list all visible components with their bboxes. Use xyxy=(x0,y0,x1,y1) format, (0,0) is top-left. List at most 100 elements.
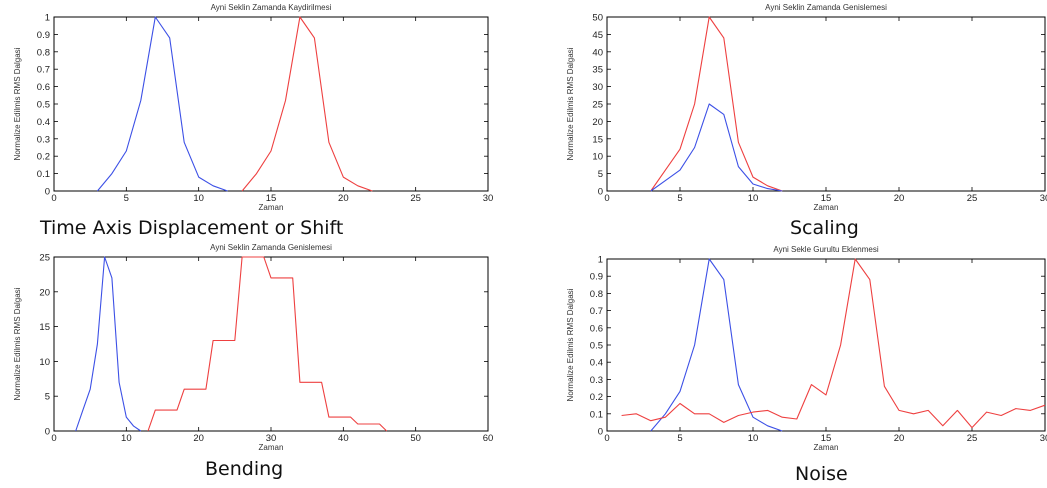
x-tick-label: 10 xyxy=(748,433,759,444)
y-tick-label: 0.7 xyxy=(590,306,603,317)
x-tick-label: 20 xyxy=(193,433,204,444)
chart-bending-svg: 0 10 20 30 40 50 60 0 5 10 15 20 25 Ayni Seklin Zaman… xyxy=(13,243,494,452)
chart-title: Ayni Seklin Zamanda Genislemesi xyxy=(765,3,887,12)
x-axis-label: Zaman xyxy=(814,443,839,452)
y-tick-label: 20 xyxy=(592,117,603,128)
y-axis-label: Normalize Edilmis RMS Dalgasi xyxy=(566,288,575,401)
chart-title: Ayni Seklin Zamanda Kaydirilmesi xyxy=(211,3,332,12)
x-tick-label: 5 xyxy=(677,193,682,204)
y-tick-label: 40 xyxy=(592,47,603,58)
x-tick-label: 20 xyxy=(894,433,905,444)
series-line-0 xyxy=(650,16,783,192)
chart-shift: 0 5 10 15 20 25 30 0 0.1 0.2 0.3 0.4 0.5 0.6 0.7 0.8 0.9… xyxy=(0,0,520,215)
y-tick-label: 10 xyxy=(592,152,603,163)
y-tick-label: 0.8 xyxy=(37,47,50,58)
y-axis-label: Normalize Edilmis RMS Dalgasi xyxy=(13,287,22,400)
series-line-1 xyxy=(241,16,373,192)
y-tick-label: 0.2 xyxy=(37,152,50,163)
y-tick-label: 5 xyxy=(45,392,50,403)
y-tick-label: 15 xyxy=(592,134,603,145)
chart-scaling-svg: 0 5 10 15 20 25 30 0 5 10 15 20 25 30 35 40 45 50 Ayni Sek… xyxy=(566,3,1047,212)
x-tick-label: 15 xyxy=(821,433,832,444)
series-line-0 xyxy=(650,258,783,432)
chart-noise-svg: 0 5 10 15 20 25 30 0 0.1 0.2 0.3 0.4 0.5 0.6 0.7 0.8 0.9… xyxy=(566,245,1047,452)
y-axis-label: Normalize Edilmis RMS Dalgasi xyxy=(13,47,22,160)
y-tick-label: 0.6 xyxy=(37,82,50,93)
chart-title: Ayni Seklin Zamanda Genislemesi xyxy=(210,243,332,252)
x-tick-label: 30 xyxy=(1040,193,1047,204)
chart-noise: 0 5 10 15 20 25 30 0 0.1 0.2 0.3 0.4 0.5 0.6 0.7 0.8 0.9… xyxy=(527,240,1047,455)
y-tick-label: 0 xyxy=(45,427,50,438)
y-tick-label: 30 xyxy=(592,82,603,93)
x-tick-label: 20 xyxy=(894,193,905,204)
plot-frame xyxy=(53,16,489,192)
caption-scaling: Scaling xyxy=(790,217,859,239)
x-tick-label: 10 xyxy=(193,193,204,204)
x-tick-label: 25 xyxy=(967,193,978,204)
x-axis-label: Zaman xyxy=(259,203,284,212)
y-tick-label: 15 xyxy=(39,322,50,333)
x-tick-label: 50 xyxy=(410,433,421,444)
y-tick-label: 25 xyxy=(39,253,50,264)
x-tick-label: 25 xyxy=(967,433,978,444)
y-tick-label: 0.3 xyxy=(590,375,603,386)
y-tick-label: 0.2 xyxy=(590,392,603,403)
y-tick-label: 0 xyxy=(598,427,603,438)
y-tick-label: 10 xyxy=(39,357,50,368)
y-tick-label: 25 xyxy=(592,100,603,111)
x-tick-label: 0 xyxy=(604,193,609,204)
y-axis-label: Normalize Edilmis RMS Dalgasi xyxy=(566,47,575,160)
y-tick-label: 0.9 xyxy=(37,30,50,41)
y-tick-label: 0 xyxy=(598,187,603,198)
x-tick-label: 10 xyxy=(121,433,132,444)
y-tick-label: 0.3 xyxy=(37,134,50,145)
y-tick-label: 0.7 xyxy=(37,65,50,76)
x-tick-label: 0 xyxy=(604,433,609,444)
caption-shift: Time Axis Displacement or Shift xyxy=(40,217,344,239)
series-line-1 xyxy=(650,103,783,192)
y-tick-label: 45 xyxy=(592,30,603,41)
y-tick-label: 50 xyxy=(592,13,603,24)
x-tick-label: 15 xyxy=(266,193,277,204)
series-line-0 xyxy=(75,256,142,432)
x-tick-label: 15 xyxy=(821,193,832,204)
y-tick-label: 0.9 xyxy=(590,272,603,283)
x-axis-label: Zaman xyxy=(814,203,839,212)
x-tick-label: 5 xyxy=(124,193,129,204)
chart-scaling: 0 5 10 15 20 25 30 0 5 10 15 20 25 30 35 40 45 50 Ayni Sek… xyxy=(527,0,1047,215)
y-tick-label: 0.5 xyxy=(590,341,603,352)
x-tick-label: 20 xyxy=(338,193,349,204)
caption-bending: Bending xyxy=(205,458,284,480)
y-tick-label: 0.4 xyxy=(590,358,603,369)
plot-frame xyxy=(606,258,1046,432)
plot-frame xyxy=(53,256,489,432)
series-line-1 xyxy=(147,256,388,432)
y-tick-label: 0.1 xyxy=(37,169,50,180)
y-tick-label: 0 xyxy=(45,187,50,198)
chart-title: Ayni Sekle Gurultu Eklenmesi xyxy=(773,245,878,254)
y-tick-label: 0.6 xyxy=(590,323,603,334)
x-tick-label: 5 xyxy=(677,433,682,444)
x-axis-label: Zaman xyxy=(259,443,284,452)
y-tick-label: 0.4 xyxy=(37,117,50,128)
x-tick-label: 30 xyxy=(1040,433,1047,444)
y-tick-label: 0.5 xyxy=(37,100,50,111)
y-tick-label: 0.1 xyxy=(590,409,603,420)
x-tick-label: 60 xyxy=(483,433,494,444)
y-tick-label: 5 xyxy=(598,169,603,180)
series-line-1 xyxy=(621,258,1046,429)
x-tick-label: 0 xyxy=(51,193,56,204)
chart-bending: 0 10 20 30 40 50 60 0 5 10 15 20 25 Ayni Seklin Zaman… xyxy=(0,240,520,455)
chart-shift-svg: 0 5 10 15 20 25 30 0 0.1 0.2 0.3 0.4 0.5 0.6 0.7 0.8 0.9… xyxy=(13,3,494,212)
x-tick-label: 30 xyxy=(266,433,277,444)
x-tick-label: 30 xyxy=(483,193,494,204)
x-tick-label: 0 xyxy=(51,433,56,444)
caption-noise: Noise xyxy=(795,463,848,485)
y-tick-label: 35 xyxy=(592,65,603,76)
x-tick-label: 10 xyxy=(748,193,759,204)
y-tick-label: 1 xyxy=(598,255,603,266)
x-tick-label: 25 xyxy=(410,193,421,204)
x-tick-label: 40 xyxy=(338,433,349,444)
y-tick-label: 1 xyxy=(45,13,50,24)
y-tick-label: 20 xyxy=(39,287,50,298)
